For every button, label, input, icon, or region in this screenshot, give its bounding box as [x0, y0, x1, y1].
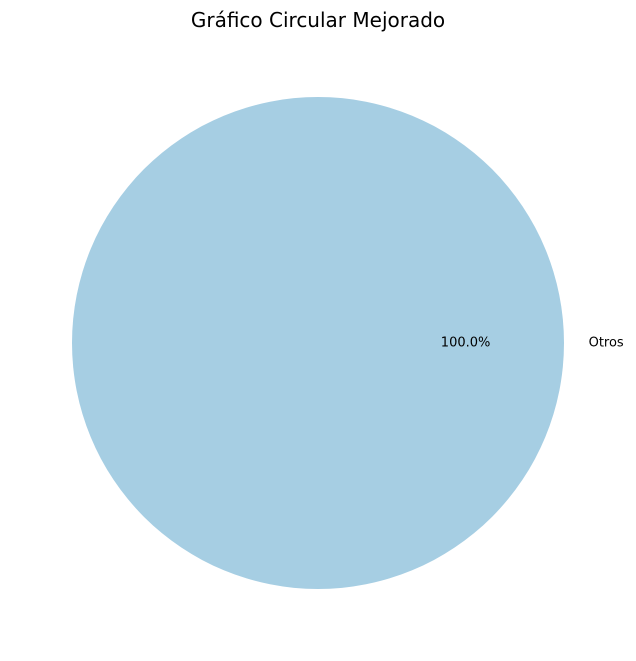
slice-label: Otros	[589, 336, 624, 351]
chart-title: Gráfico Circular Mejorado	[191, 8, 445, 32]
pie-labels: Otros 100.0%	[441, 336, 624, 351]
pie-slices	[72, 97, 564, 589]
pie-slice-otros	[72, 97, 564, 589]
slice-percent-label: 100.0%	[441, 336, 491, 351]
